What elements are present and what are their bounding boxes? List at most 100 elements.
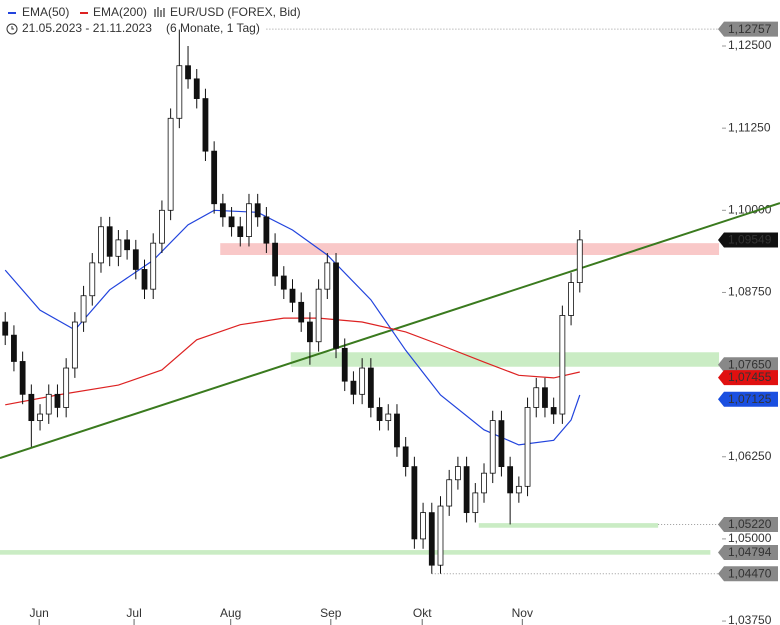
y-tick-label: 1,11250 bbox=[728, 120, 771, 134]
candle-body bbox=[159, 209, 165, 244]
instrument-icon bbox=[154, 7, 165, 17]
candle-body bbox=[394, 413, 400, 448]
candle-body bbox=[428, 512, 435, 566]
candle-body bbox=[481, 472, 487, 494]
ema-line bbox=[4, 209, 581, 446]
price-label: 1,09549 bbox=[728, 233, 772, 247]
candle-body bbox=[559, 315, 566, 415]
candle-body bbox=[402, 446, 409, 468]
candle-body bbox=[333, 262, 339, 349]
candle-body bbox=[202, 98, 209, 152]
price-label-box bbox=[718, 544, 778, 560]
price-label: 1,12757 bbox=[728, 22, 772, 36]
price-label-box bbox=[718, 357, 778, 373]
candle-body bbox=[341, 347, 348, 382]
price-label: 1,04794 bbox=[728, 545, 772, 559]
candle-body bbox=[63, 367, 70, 408]
price-label: 1,07650 bbox=[728, 357, 772, 371]
price-label: 1,07455 bbox=[728, 370, 772, 384]
candle-body bbox=[89, 262, 96, 297]
candle-body bbox=[80, 295, 87, 323]
clock-icon bbox=[11, 26, 14, 30]
y-tick-label: 1,06250 bbox=[728, 449, 772, 463]
candle-body bbox=[385, 413, 392, 422]
candle-body bbox=[280, 275, 287, 290]
price-label-box bbox=[718, 21, 778, 37]
price-label: 1,04470 bbox=[728, 566, 772, 580]
price-label-box bbox=[718, 391, 778, 407]
candle-body bbox=[472, 492, 479, 514]
candle-body bbox=[150, 242, 157, 290]
candle-body bbox=[185, 65, 191, 80]
zone bbox=[0, 550, 711, 555]
candle-body bbox=[576, 239, 583, 283]
period: (6 Monate, 1 Tag) bbox=[166, 21, 260, 35]
candle-body bbox=[289, 288, 296, 303]
y-tick-label: 1,10000 bbox=[728, 202, 772, 216]
price-label-box bbox=[718, 232, 778, 248]
candle-body bbox=[524, 407, 531, 487]
x-tick-label: Nov bbox=[512, 606, 533, 620]
candle-body bbox=[515, 485, 522, 494]
zone bbox=[220, 243, 720, 255]
candle-body bbox=[45, 393, 52, 415]
x-tick-label: Sep bbox=[320, 606, 342, 620]
price-label-box bbox=[718, 516, 778, 532]
x-tick-label: Okt bbox=[413, 606, 432, 620]
candle-body bbox=[489, 420, 496, 474]
candle-body bbox=[376, 407, 383, 422]
chart-title: EUR/USD (FOREX, Bid) bbox=[170, 5, 301, 19]
zone bbox=[478, 523, 659, 528]
candle-body bbox=[71, 321, 78, 369]
candle-body bbox=[367, 367, 374, 408]
candle-body bbox=[37, 413, 43, 422]
candle-body bbox=[19, 361, 26, 395]
candle-body bbox=[132, 249, 139, 270]
clock-icon bbox=[6, 23, 18, 35]
y-tick-label: 1,12500 bbox=[728, 38, 772, 52]
price-label-box bbox=[718, 370, 778, 386]
candle-body bbox=[315, 288, 322, 343]
candle-body bbox=[167, 117, 174, 211]
legend-label: EMA(200) bbox=[93, 5, 147, 19]
x-tick-label: Jul bbox=[126, 606, 141, 620]
candle-body bbox=[98, 226, 104, 264]
candle-body bbox=[455, 466, 461, 481]
candle-body bbox=[11, 334, 17, 362]
candle-body bbox=[507, 466, 514, 494]
trendline bbox=[0, 202, 780, 460]
price-label: 1,05220 bbox=[728, 517, 772, 531]
candle-body bbox=[307, 321, 313, 343]
x-tick-label: Jun bbox=[29, 606, 48, 620]
candle-body bbox=[550, 407, 557, 415]
y-tick-label: 1,05000 bbox=[728, 531, 772, 545]
zone bbox=[290, 352, 720, 367]
candle-body bbox=[211, 150, 218, 205]
price-label-box bbox=[718, 566, 778, 582]
candle-body bbox=[124, 239, 130, 251]
candle-body bbox=[568, 282, 574, 316]
candle-body bbox=[542, 387, 548, 408]
candle-body bbox=[176, 65, 183, 119]
y-tick-label: 1,03750 bbox=[728, 613, 772, 625]
candle-body bbox=[219, 203, 226, 218]
candle-body bbox=[28, 393, 35, 422]
candle-body bbox=[498, 420, 505, 468]
candle-body bbox=[106, 226, 113, 257]
candle-body bbox=[272, 242, 278, 277]
price-label: 1,07125 bbox=[728, 392, 772, 406]
candle-body bbox=[350, 380, 357, 395]
candle-body bbox=[411, 466, 418, 540]
candle-body bbox=[141, 269, 148, 290]
candle-body bbox=[263, 216, 270, 244]
candle-body bbox=[446, 479, 453, 507]
x-tick-label: Aug bbox=[220, 606, 241, 620]
legend-label: EMA(50) bbox=[22, 5, 69, 19]
y-tick-label: 1,08750 bbox=[728, 285, 772, 299]
candle-body bbox=[324, 262, 331, 290]
candle-body bbox=[115, 239, 122, 257]
candle-body bbox=[193, 78, 200, 99]
date-range: 21.05.2023 - 21.11.2023 bbox=[22, 21, 152, 35]
candle-body bbox=[298, 301, 305, 323]
